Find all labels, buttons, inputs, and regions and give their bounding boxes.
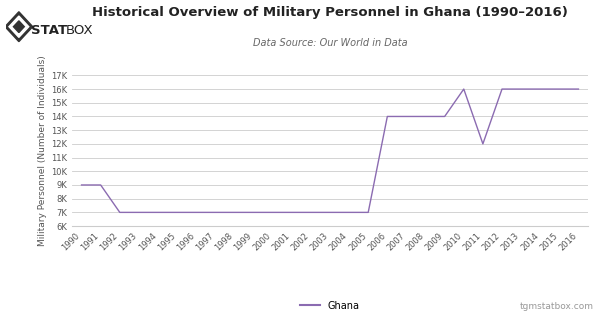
Text: Data Source: Our World in Data: Data Source: Our World in Data — [253, 38, 407, 48]
Text: STAT: STAT — [31, 24, 67, 37]
Polygon shape — [9, 16, 29, 37]
Text: tgmstatbox.com: tgmstatbox.com — [520, 302, 594, 311]
Text: BOX: BOX — [66, 24, 94, 37]
Polygon shape — [13, 21, 25, 33]
Y-axis label: Military Personnel (Number of Individuals): Military Personnel (Number of Individual… — [38, 55, 47, 246]
Legend: Ghana: Ghana — [296, 297, 364, 314]
Polygon shape — [5, 12, 33, 42]
Text: Historical Overview of Military Personnel in Ghana (1990–2016): Historical Overview of Military Personne… — [92, 6, 568, 19]
